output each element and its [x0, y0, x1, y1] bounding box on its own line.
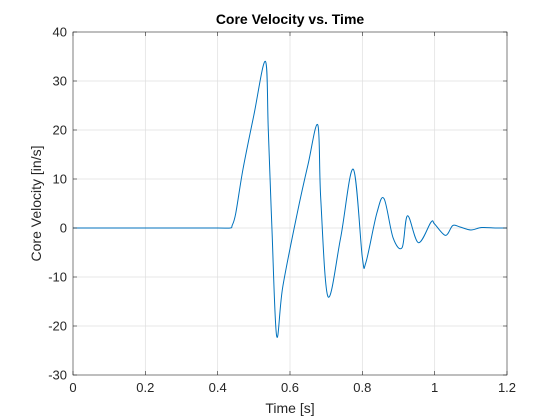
y-axis-label: Core Velocity [in/s]	[28, 146, 44, 262]
y-tick-label: 0	[60, 221, 67, 236]
y-tick-label: -30	[48, 368, 67, 383]
y-tick-label: 20	[53, 123, 67, 138]
x-tick-label: 0	[69, 380, 76, 395]
y-tick-label: -10	[48, 270, 67, 285]
y-tick-label: -20	[48, 319, 67, 334]
x-tick-label: 1	[431, 380, 438, 395]
y-tick-label: 10	[53, 172, 67, 187]
series-layer	[73, 60, 508, 338]
x-tick-label: 0.4	[209, 380, 227, 395]
series-line	[73, 60, 508, 338]
x-tick-label: 0.2	[136, 380, 154, 395]
x-tick-label: 0.6	[281, 380, 299, 395]
x-tick-label: 0.8	[353, 380, 371, 395]
y-tick-label: 30	[53, 74, 67, 89]
chart-title: Core Velocity vs. Time	[216, 11, 365, 27]
y-tick-label: 40	[53, 25, 67, 40]
x-axis-label: Time [s]	[265, 400, 314, 416]
x-tick-label: 1.2	[498, 380, 516, 395]
ticks: 0 0.2 0.4 0.6 0.8 1 1.2 -30 -20 -10 0 10 20 30 40	[48, 25, 516, 396]
